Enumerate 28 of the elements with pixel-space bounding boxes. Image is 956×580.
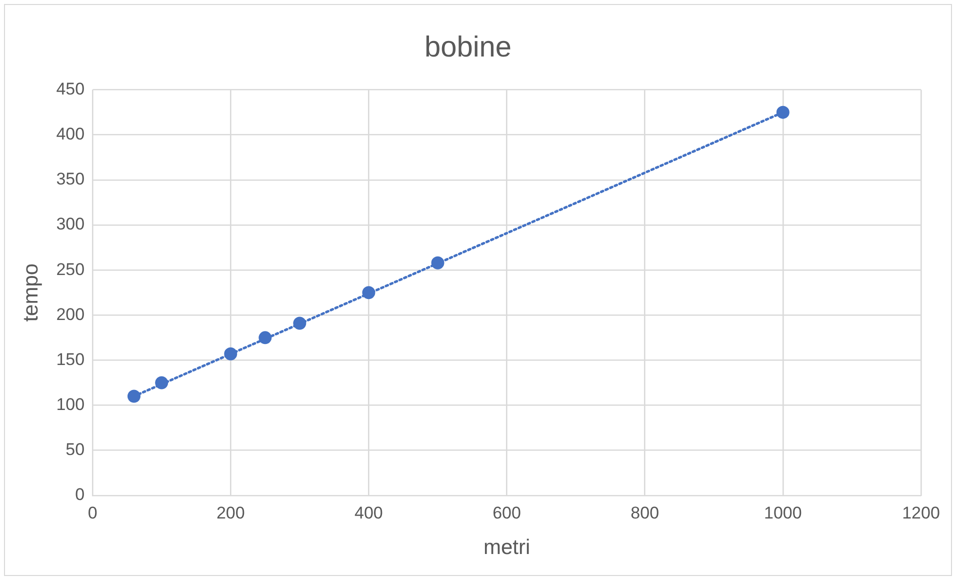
- y-tick-label: 0: [75, 485, 85, 504]
- point: [155, 376, 168, 390]
- x-tick-label: 400: [354, 503, 383, 522]
- y-tick-label: 350: [56, 170, 85, 189]
- y-tick-label: 100: [56, 394, 85, 414]
- x-tick-label: 1200: [902, 503, 940, 522]
- x-axis-title: metri: [483, 536, 530, 560]
- y-tick-label: 450: [56, 79, 85, 98]
- chart-title: bobine: [424, 31, 512, 64]
- point: [293, 316, 306, 330]
- point: [776, 106, 790, 119]
- y-tick-label: 300: [56, 214, 85, 234]
- x-tick-label: 1000: [764, 503, 802, 522]
- y-tick-label: 400: [56, 124, 85, 144]
- y-axis-title: tempo: [19, 263, 42, 322]
- x-tick-label: 200: [216, 503, 245, 522]
- point: [127, 390, 140, 403]
- y-tick-label: 200: [56, 304, 85, 324]
- x-tick-label: 600: [492, 503, 521, 522]
- y-tick-label: 150: [56, 350, 85, 369]
- y-tick-label: 50: [66, 440, 85, 460]
- point: [258, 331, 272, 344]
- x-tick-label: 800: [630, 503, 660, 522]
- x-tick-label: 0: [88, 503, 98, 522]
- point: [431, 256, 444, 270]
- point: [362, 286, 376, 300]
- point: [224, 347, 238, 360]
- y-tick-label: 250: [56, 260, 85, 279]
